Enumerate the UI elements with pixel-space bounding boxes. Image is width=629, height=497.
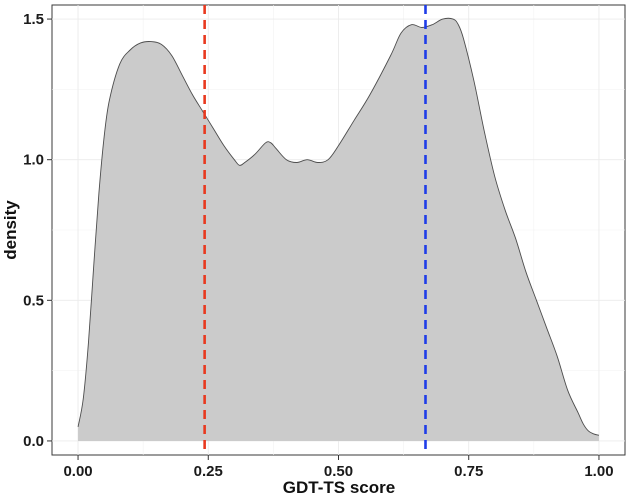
density-outline bbox=[77, 17, 600, 436]
x-tick-label: 0.75 bbox=[454, 463, 483, 480]
y-tick-label: 0.5 bbox=[23, 292, 44, 309]
x-tick-label: 1.00 bbox=[584, 463, 613, 480]
x-axis-ticks: 0.00 0.25 0.50 0.75 1.00 bbox=[63, 455, 614, 480]
x-tick-label: 0.25 bbox=[194, 463, 223, 480]
y-tick-label: 1.0 bbox=[23, 152, 44, 169]
y-tick-label: 1.5 bbox=[23, 11, 44, 28]
y-axis-ticks: 0.0 0.5 1.0 1.5 bbox=[23, 11, 52, 450]
density-series bbox=[77, 17, 600, 441]
density-area bbox=[78, 18, 599, 441]
x-axis-title: GDT-TS score bbox=[283, 478, 395, 497]
x-tick-label: 0.00 bbox=[63, 463, 92, 480]
y-tick-label: 0.0 bbox=[23, 433, 44, 450]
x-tick-label: 0.50 bbox=[324, 463, 353, 480]
reference-lines bbox=[203, 5, 427, 455]
y-axis-title: density bbox=[1, 200, 20, 260]
